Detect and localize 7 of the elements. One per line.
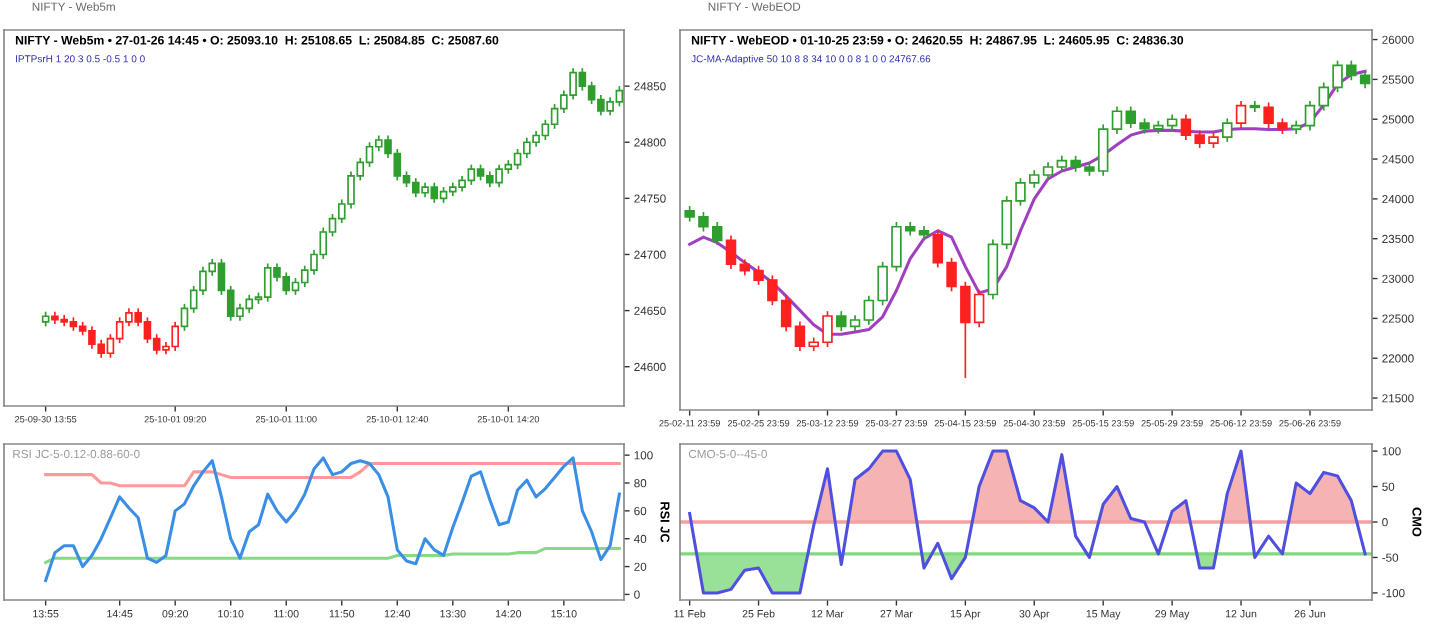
line-series (44, 461, 621, 488)
line-series (44, 546, 621, 564)
candlestick (1304, 100, 1316, 132)
line-series (44, 456, 621, 583)
line-series (688, 449, 1367, 595)
candlestick (1111, 105, 1123, 135)
candlestick (725, 234, 737, 270)
